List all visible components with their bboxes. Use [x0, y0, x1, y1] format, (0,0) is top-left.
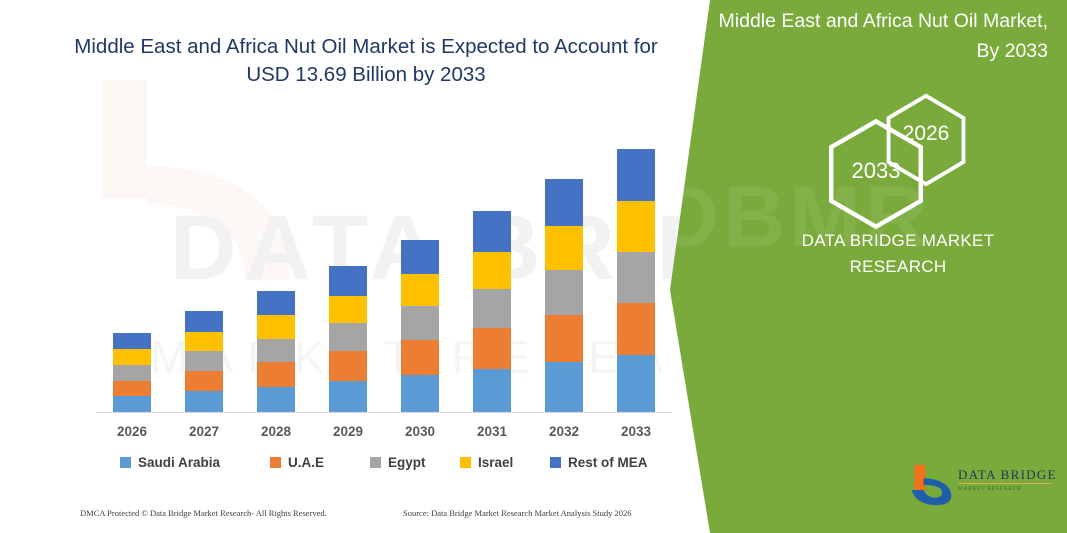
bar-segment[interactable]	[617, 251, 655, 303]
bar-segment[interactable]	[545, 315, 583, 363]
company-logo: DATA BRIDGE MARKET RESEARCH	[910, 462, 1057, 508]
x-axis-label: 2029	[332, 424, 364, 439]
hex-2026-icon	[886, 93, 966, 187]
bar-segment[interactable]	[401, 374, 439, 412]
legend-swatch	[370, 457, 381, 468]
green-side-panel: DBMR Middle East and Africa Nut Oil Mark…	[670, 0, 1067, 533]
bar-segment[interactable]	[545, 362, 583, 412]
bar-segment[interactable]	[329, 266, 367, 296]
bar-segment[interactable]	[473, 251, 511, 289]
bar-segment[interactable]	[113, 396, 151, 412]
x-axis-label: 2027	[188, 424, 220, 439]
bar-segment[interactable]	[617, 149, 655, 201]
bar-segment[interactable]	[185, 370, 223, 392]
hex-2033-label: 2033	[851, 158, 901, 183]
bar-segment[interactable]	[113, 332, 151, 350]
legend-item[interactable]: Egypt	[370, 455, 426, 470]
bar-segment[interactable]	[545, 179, 583, 227]
x-axis-label: 2032	[548, 424, 580, 439]
bar-segment[interactable]	[185, 351, 223, 371]
bar-group[interactable]	[185, 311, 223, 412]
bar-segment[interactable]	[185, 391, 223, 412]
bar-segment[interactable]	[257, 386, 295, 412]
legend-item[interactable]: Rest of MEA	[550, 455, 648, 470]
legend-label: Egypt	[388, 455, 426, 470]
bar-segment[interactable]	[473, 210, 511, 252]
legend-swatch	[270, 457, 281, 468]
x-axis-label: 2031	[476, 424, 508, 439]
legend-label: Saudi Arabia	[138, 455, 221, 470]
green-panel-title-line1: Middle East and Africa Nut Oil Market,	[718, 10, 1048, 32]
x-axis-tick-labels: 2026 2027 2028 2029 2030 2031 2032 2033	[96, 424, 672, 442]
bar-group[interactable]	[329, 266, 367, 412]
hexagon-group: 2026 2033	[820, 92, 1020, 230]
green-panel-title: Middle East and Africa Nut Oil Market, B…	[710, 6, 1048, 66]
bar-segment[interactable]	[545, 226, 583, 271]
footer-copyright: DMCA Protected © Data Bridge Market Rese…	[80, 508, 327, 518]
bar-segment[interactable]	[473, 288, 511, 328]
hex-2033-icon	[828, 118, 924, 230]
x-axis-label: 2026	[116, 424, 148, 439]
bar-group[interactable]	[113, 332, 151, 412]
bar-segment[interactable]	[257, 315, 295, 339]
bar-segment[interactable]	[545, 270, 583, 316]
legend-item[interactable]: Saudi Arabia	[120, 455, 220, 470]
bar-segment[interactable]	[185, 311, 223, 332]
bar-segment[interactable]	[113, 380, 151, 397]
bar-segment[interactable]	[617, 200, 655, 252]
bar-group[interactable]	[257, 290, 295, 412]
logo-name: DATA BRIDGE	[958, 467, 1057, 482]
brand-line-1: DATA BRIDGE MARKET	[801, 231, 995, 250]
chart-plot-area	[96, 130, 672, 413]
x-axis-label: 2030	[404, 424, 436, 439]
bar-segment[interactable]	[617, 302, 655, 356]
bar-group[interactable]	[545, 179, 583, 412]
bar-segment[interactable]	[401, 274, 439, 307]
bar-group[interactable]	[473, 210, 511, 412]
chart-legend: Saudi Arabia U.A.E Egypt Israel Rest of MEA	[120, 455, 680, 475]
legend-label: U.A.E	[288, 455, 325, 470]
bar-segment[interactable]	[329, 295, 367, 324]
stacked-bar-chart	[96, 130, 672, 415]
bar-segment[interactable]	[257, 338, 295, 363]
bar-segment[interactable]	[473, 368, 511, 412]
legend-label: Rest of MEA	[568, 455, 648, 470]
footer-source: Source: Data Bridge Market Research Mark…	[403, 508, 632, 518]
data-bridge-b-logo-icon	[911, 464, 952, 506]
legend-item[interactable]: Israel	[460, 455, 513, 470]
legend-item[interactable]: U.A.E	[270, 455, 324, 470]
legend-swatch	[120, 457, 131, 468]
brand-line-2: RESEARCH	[849, 257, 947, 276]
bar-segment[interactable]	[257, 362, 295, 387]
bar-segment[interactable]	[257, 290, 295, 316]
bar-segment[interactable]	[329, 323, 367, 352]
x-axis-label: 2033	[620, 424, 652, 439]
bar-group[interactable]	[617, 149, 655, 412]
logo-tagline: MARKET RESEARCH	[958, 486, 1022, 492]
bar-segment[interactable]	[329, 380, 367, 412]
bar-segment[interactable]	[401, 339, 439, 375]
x-axis-label: 2028	[260, 424, 292, 439]
legend-label: Israel	[478, 455, 514, 470]
bar-segment[interactable]	[113, 365, 151, 381]
page-title: Middle East and Africa Nut Oil Market is…	[74, 35, 658, 86]
bar-segment[interactable]	[617, 355, 655, 412]
green-panel-title-line2: By 2033	[976, 40, 1048, 62]
legend-swatch	[460, 457, 471, 468]
bar-segment[interactable]	[473, 327, 511, 369]
x-axis-line	[96, 412, 672, 413]
hex-2026-label: 2026	[902, 122, 950, 145]
bar-segment[interactable]	[401, 239, 439, 275]
legend-swatch	[550, 457, 561, 468]
bar-segment[interactable]	[113, 349, 151, 366]
bar-segment[interactable]	[401, 306, 439, 340]
logo-divider	[958, 483, 1052, 484]
bar-group[interactable]	[401, 239, 439, 412]
bar-segment[interactable]	[329, 351, 367, 381]
bar-segment[interactable]	[185, 331, 223, 352]
green-panel-brand: DATA BRIDGE MARKET RESEARCH	[748, 228, 1048, 280]
